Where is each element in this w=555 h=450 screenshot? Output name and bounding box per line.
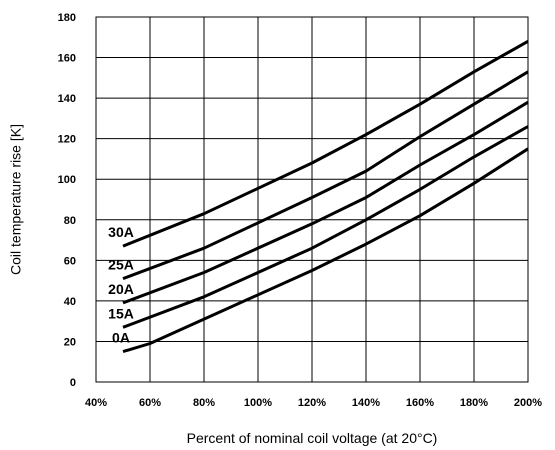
y-tick-label: 100 <box>58 174 76 186</box>
x-tick-label: 200% <box>514 397 542 409</box>
y-tick-label: 80 <box>64 215 76 227</box>
x-tick-label: 160% <box>406 397 434 409</box>
y-tick-label: 160 <box>58 53 76 65</box>
x-tick-label: 180% <box>460 397 488 409</box>
series-label-20A: 20A <box>108 281 134 297</box>
y-tick-label: 20 <box>64 336 76 348</box>
series-label-0A: 0A <box>112 330 130 346</box>
y-tick-label: 140 <box>58 93 76 105</box>
grid-lines <box>95 16 529 383</box>
y-tick-label: 180 <box>58 12 76 24</box>
y-axis-title: Coil temperature rise [K] <box>8 124 24 275</box>
plot-frame <box>95 16 529 383</box>
x-tick-label: 140% <box>352 397 380 409</box>
series-label-15A: 15A <box>108 305 134 321</box>
x-axis-ticks: 40% 60% 80% 100% 120% 140% 160% 180% 200% <box>85 397 542 409</box>
series-labels: 30A 25A 20A 15A 0A <box>108 224 134 345</box>
x-tick-label: 100% <box>244 397 272 409</box>
y-tick-label: 120 <box>58 134 76 146</box>
series-label-30A: 30A <box>108 224 134 240</box>
data-series <box>122 39 529 354</box>
series-label-25A: 25A <box>108 257 134 273</box>
y-axis-ticks: 0 20 40 60 80 100 120 140 160 180 <box>58 12 76 389</box>
x-tick-label: 40% <box>85 397 107 409</box>
series-line-25A <box>122 70 529 281</box>
series-line-20A <box>122 100 529 305</box>
x-tick-label: 60% <box>139 397 161 409</box>
x-axis-title: Percent of nominal coil voltage (at 20°C… <box>187 430 438 446</box>
x-tick-label: 80% <box>193 397 215 409</box>
series-line-0A <box>122 147 529 354</box>
y-tick-label: 40 <box>64 296 76 308</box>
series-line-30A <box>122 39 529 248</box>
y-tick-label: 60 <box>64 255 76 267</box>
series-line-15A <box>122 125 529 329</box>
x-tick-label: 120% <box>298 397 326 409</box>
y-tick-label: 0 <box>70 377 76 389</box>
